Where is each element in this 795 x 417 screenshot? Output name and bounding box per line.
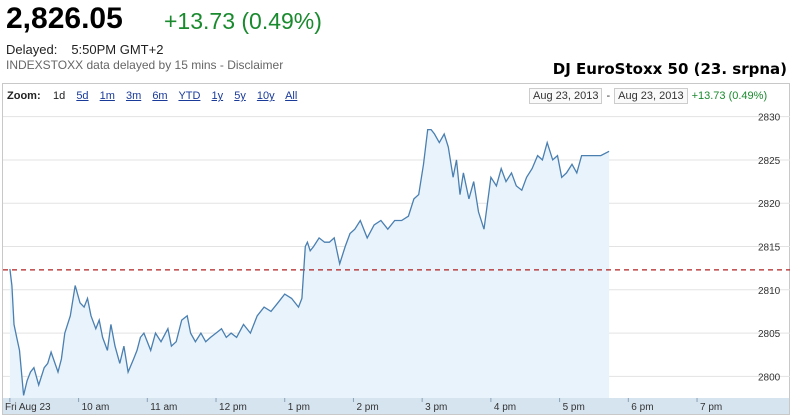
- x-tick-label: 11 am: [150, 402, 177, 413]
- zoom-bar: Zoom: 1d 5d 1m 3m 6m YTD 1y 5y 10y All: [3, 86, 789, 106]
- zoom-label: Zoom:: [7, 90, 41, 102]
- zoom-option-1m[interactable]: 1m: [99, 90, 115, 102]
- time-axis-band: [3, 398, 789, 414]
- delay-info: Delayed: 5:50PM GMT+2: [6, 42, 163, 57]
- x-tick-label: 1 pm: [288, 402, 310, 413]
- chart-caption: DJ EuroStoxx 50 (23. srpna): [552, 60, 787, 78]
- zoom-option-5y[interactable]: 5y: [234, 90, 246, 102]
- x-tick-label: 2 pm: [356, 402, 378, 413]
- zoom-option-all[interactable]: All: [285, 90, 298, 102]
- y-axis-labels: 2800 2805 2810 2815 2820 2825 2830: [758, 113, 781, 384]
- x-axis-labels: Fri Aug 23 10 am 11 am 12 pm 1 pm 2 pm 3 pm 4 p…: [5, 398, 722, 413]
- zoom-option-3m[interactable]: 3m: [125, 90, 142, 102]
- y-tick-label: 2800: [758, 372, 781, 383]
- zoom-option-1d[interactable]: 1d: [53, 90, 66, 102]
- x-tick-label: 3 pm: [425, 402, 447, 413]
- x-tick-label: 4 pm: [494, 402, 516, 413]
- range-change: +13.73 (0.49%): [691, 90, 768, 102]
- x-tick-label: 12 pm: [219, 402, 247, 413]
- date-range: Aug 23, 2013- Aug 23, 2013 +13.73 (0.49%): [529, 88, 767, 104]
- zoom-option-10y[interactable]: 10y: [256, 90, 275, 102]
- range-end-input[interactable]: Aug 23, 2013: [614, 88, 688, 104]
- zoom-options: 1d 5d 1m 3m 6m YTD 1y 5y 10y All: [53, 90, 305, 102]
- y-tick-label: 2815: [758, 243, 781, 254]
- x-tick-label: 7 pm: [700, 402, 722, 413]
- y-tick-label: 2805: [758, 329, 781, 340]
- zoom-option-ytd[interactable]: YTD: [178, 90, 201, 102]
- price-area-fill: [9, 129, 610, 398]
- y-tick-label: 2830: [758, 113, 781, 124]
- x-tick-label: 6 pm: [631, 402, 653, 413]
- y-tick-label: 2825: [758, 156, 781, 167]
- range-separator: -: [606, 90, 611, 102]
- zoom-option-5d[interactable]: 5d: [76, 90, 89, 102]
- y-tick-label: 2810: [758, 286, 781, 297]
- y-tick-label: 2820: [758, 199, 781, 210]
- x-tick-label: 10 am: [82, 402, 110, 413]
- data-source-note: INDEXSTOXX data delayed by 15 mins - Dis…: [6, 58, 284, 72]
- price-line: [9, 128, 610, 396]
- delayed-time: 5:50PM GMT+2: [71, 42, 164, 57]
- zoom-option-6m[interactable]: 6m: [152, 90, 168, 102]
- x-tick-label: Fri Aug 23: [5, 402, 51, 413]
- x-tick-label: 5 pm: [563, 402, 585, 413]
- index-price: 2,826.05: [6, 2, 123, 35]
- range-start-input[interactable]: Aug 23, 2013: [529, 88, 603, 104]
- zoom-option-1y[interactable]: 1y: [211, 90, 224, 102]
- price-change: +13.73 (0.49%): [164, 8, 322, 34]
- delayed-label: Delayed:: [6, 42, 58, 57]
